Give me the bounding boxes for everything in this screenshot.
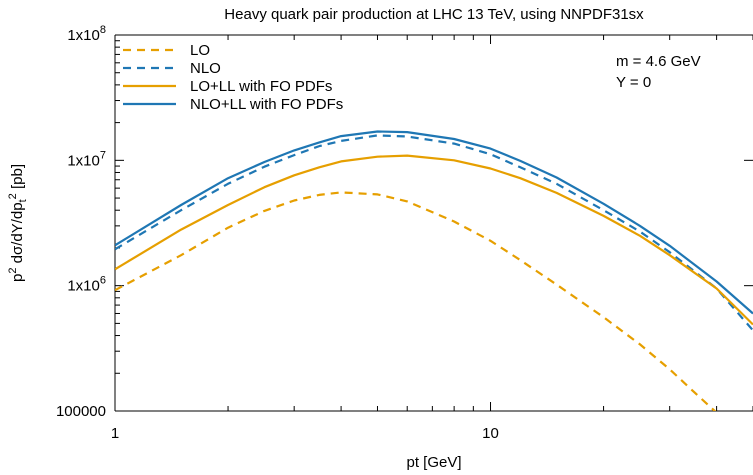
chart-title: Heavy quark pair production at LHC 13 Te… bbox=[224, 6, 644, 23]
legend-label: LO bbox=[190, 42, 210, 59]
y-label-mid: dσ/dY/dp bbox=[9, 202, 26, 267]
y-tick-label-base: 100000 bbox=[56, 403, 106, 420]
y-tick-label: 1x108 bbox=[67, 24, 106, 44]
y-tick-label: 1x107 bbox=[67, 149, 106, 169]
x-tick-label: 1 bbox=[111, 425, 119, 442]
y-tick-label-exponent: 8 bbox=[100, 24, 106, 36]
y-tick-label-base: 1x10 bbox=[67, 152, 100, 169]
y-tick-label-base: 1x10 bbox=[67, 278, 100, 295]
annotation-mass: m = 4.6 GeV bbox=[616, 53, 701, 70]
ticks-layer bbox=[114, 34, 753, 412]
y-tick-label-exponent: 6 bbox=[100, 275, 106, 287]
series-line bbox=[115, 130, 753, 315]
series-line bbox=[115, 154, 753, 326]
y-tick-label: 100000 bbox=[56, 403, 106, 420]
x-axis-label: pt [GeV] bbox=[406, 454, 461, 471]
annotation-rapidity: Y = 0 bbox=[616, 74, 651, 91]
x-tick-label: 10 bbox=[482, 425, 499, 442]
y-label-sup1: 2 bbox=[7, 268, 19, 274]
y-axis-label: p2 dσ/dY/dpt2 [pb] bbox=[7, 164, 29, 282]
y-label-sup2: 2 bbox=[7, 193, 19, 199]
series-line bbox=[115, 191, 717, 411]
legend-label: NLO+LL with FO PDFs bbox=[190, 96, 343, 113]
y-tick-label-base: 1x10 bbox=[67, 27, 100, 44]
legend-label: LO+LL with FO PDFs bbox=[190, 78, 332, 95]
legend-label: NLO bbox=[190, 60, 221, 77]
y-label-p: p bbox=[9, 274, 26, 282]
axes-frame bbox=[114, 34, 753, 412]
y-label-sub: t bbox=[17, 199, 29, 202]
series-layer bbox=[115, 130, 753, 411]
y-tick-label-exponent: 7 bbox=[100, 149, 106, 161]
series-line bbox=[115, 134, 753, 332]
y-label-unit: [pb] bbox=[9, 164, 26, 193]
y-tick-label: 1x106 bbox=[67, 275, 106, 295]
